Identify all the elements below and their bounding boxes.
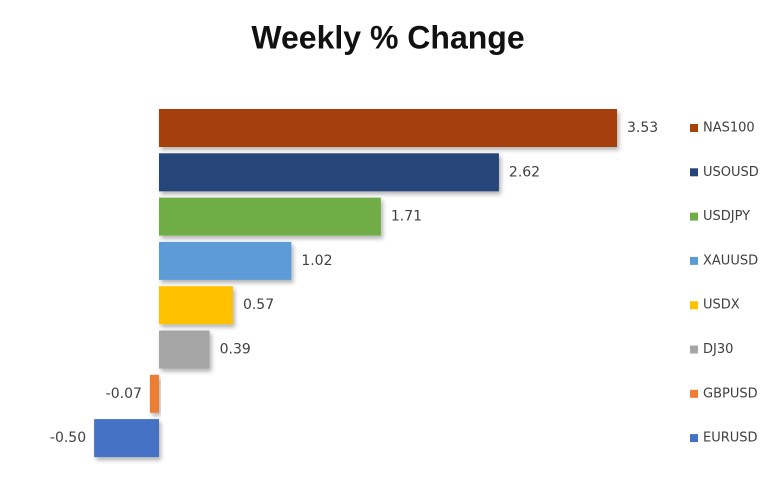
data-label: 1.71: [391, 209, 422, 225]
bar: [159, 153, 499, 192]
bar: [159, 197, 381, 236]
bar: [159, 109, 617, 147]
data-label: 0.39: [220, 342, 251, 358]
legend-label: NAS100: [703, 121, 755, 136]
legend-marker: [690, 124, 698, 132]
legend-label: XAUUSD: [703, 253, 758, 268]
legend-label: USOUSD: [703, 165, 759, 180]
bar: [159, 330, 210, 369]
legend-marker: [690, 434, 698, 443]
legend-label: USDX: [703, 298, 740, 313]
legend-marker: [690, 389, 698, 398]
legend-marker: [690, 168, 698, 177]
legend-marker: [690, 212, 698, 221]
legend-marker: [690, 345, 698, 354]
legend-label: USDJPY: [703, 209, 750, 224]
bar: [94, 419, 159, 458]
legend-label: EURUSD: [703, 431, 758, 446]
bar: [159, 286, 233, 325]
data-label: 2.62: [509, 164, 540, 180]
bar: [159, 241, 292, 280]
data-label: 1.02: [301, 253, 332, 269]
legend-marker: [690, 256, 698, 265]
legend-marker: [690, 301, 698, 310]
data-label: 3.53: [627, 120, 658, 136]
bar: [149, 374, 159, 413]
data-label: -0.50: [50, 430, 86, 446]
chart-title: Weekly % Change: [251, 19, 524, 55]
data-label: 0.57: [243, 297, 274, 313]
legend-label: DJ30: [703, 342, 733, 357]
legend-label: GBPUSD: [703, 386, 758, 401]
data-label: -0.07: [106, 386, 142, 402]
